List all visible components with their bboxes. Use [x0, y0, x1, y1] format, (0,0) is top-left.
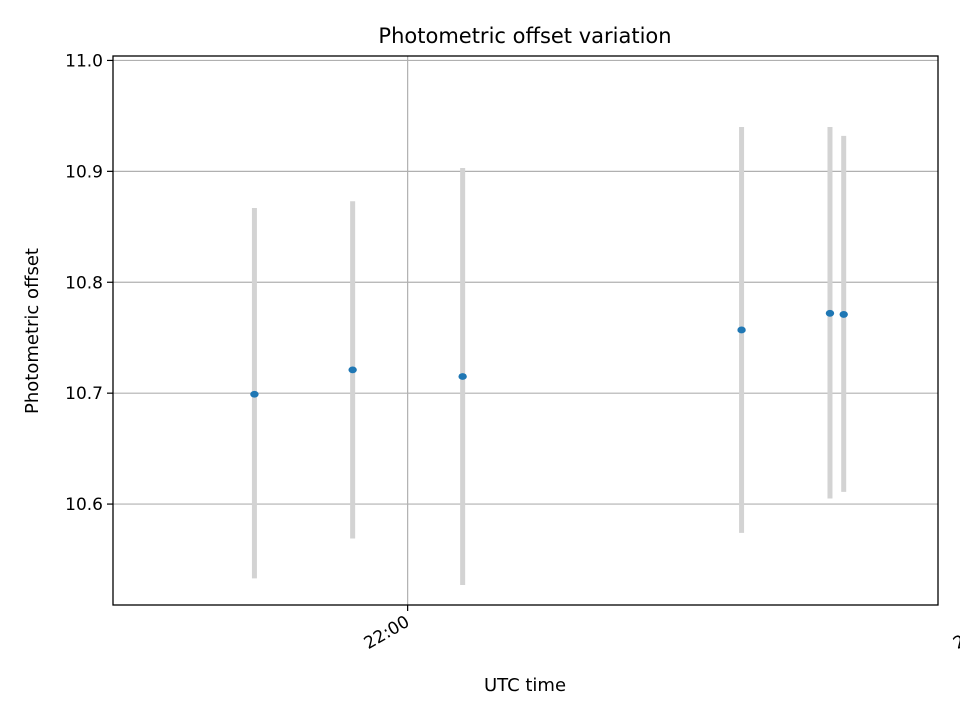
axis-ticks: 22:0022:3023:0023:3000:0010.610.710.810.… [65, 51, 960, 653]
y-tick-label: 10.7 [65, 384, 103, 404]
y-tick-label: 10.9 [65, 162, 103, 182]
data-point [250, 390, 259, 398]
y-tick-label: 10.6 [65, 495, 103, 515]
data-points [250, 309, 848, 398]
x-tick-label: 22:30 [950, 612, 960, 654]
data-point [348, 366, 357, 374]
data-point [458, 373, 467, 380]
plot-frame [112, 55, 939, 606]
y-tick-label: 11.0 [65, 51, 103, 71]
data-point [737, 326, 746, 334]
grid-lines [113, 56, 938, 605]
data-point [825, 309, 835, 317]
chart-title: Photometric offset variation [378, 24, 671, 48]
data-point [839, 311, 848, 318]
y-tick-label: 10.8 [65, 273, 103, 293]
x-tick-label: 22:00 [361, 612, 413, 654]
y-axis-label: Photometric offset [22, 248, 43, 414]
x-axis-label: UTC time [484, 675, 566, 696]
error-bars [251, 126, 847, 586]
